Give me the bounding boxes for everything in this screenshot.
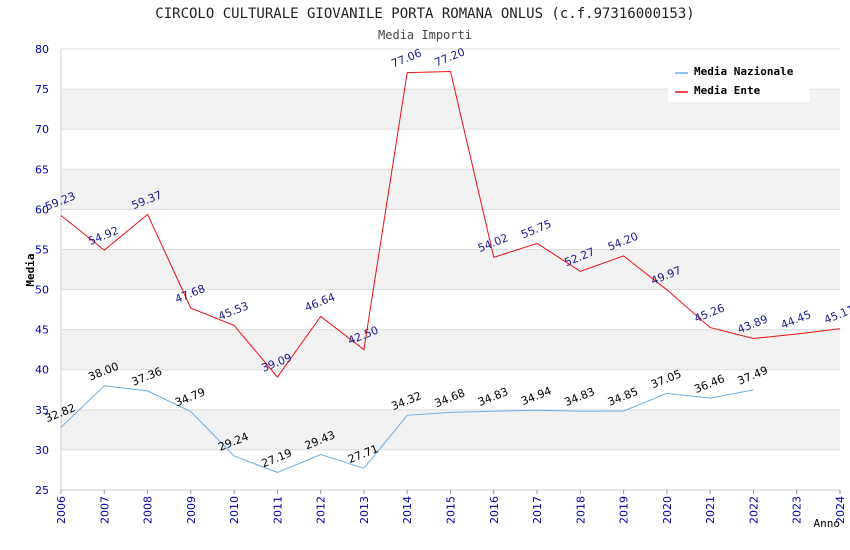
x-tick-label: 2019	[618, 496, 631, 524]
data-label: 44.45	[779, 308, 813, 332]
legend-label-media-nazionale: Media Nazionale	[694, 65, 794, 78]
x-tick-label: 2017	[531, 496, 544, 524]
x-tick-label: 2012	[315, 496, 328, 524]
y-tick-label: 70	[35, 123, 49, 136]
data-label: 34.68	[433, 386, 467, 410]
series-line-media-ente	[60, 70, 841, 378]
data-label: 34.85	[606, 385, 640, 409]
y-tick-label: 80	[35, 43, 49, 56]
grid-lines	[61, 48, 840, 491]
series-line-media-nazionale	[60, 385, 754, 473]
chart-title: CIRCOLO CULTURALE GIOVANILE PORTA ROMANA…	[155, 6, 694, 22]
y-tick-label: 55	[35, 243, 49, 256]
legend-label-media-ente: Media Ente	[694, 84, 761, 97]
series-lines	[60, 70, 841, 473]
data-label: 55.75	[519, 217, 553, 241]
plot-band	[61, 249, 840, 290]
y-tick-label: 50	[35, 284, 49, 297]
x-tick-label: 2014	[401, 496, 414, 524]
y-axis-title: Media	[24, 253, 37, 286]
y-tick-label: 30	[35, 444, 49, 457]
y-tick-label: 35	[35, 404, 49, 417]
x-axis-title: Anno	[814, 517, 841, 530]
plot-band	[61, 329, 840, 370]
y-tick-label: 65	[35, 163, 49, 176]
data-label: 45.26	[692, 301, 726, 325]
y-tick-label: 45	[35, 324, 49, 337]
x-tick-label: 2022	[747, 496, 760, 524]
x-tick-label: 2006	[55, 496, 68, 524]
x-tick-label: 2011	[271, 496, 284, 524]
data-label: 34.79	[173, 385, 207, 409]
x-axis: 2006 2007 2008 2009 2010 2011 2012 2013 2014 2015…	[55, 489, 847, 524]
y-tick-label: 40	[35, 364, 49, 377]
data-label: 34.83	[476, 385, 510, 409]
x-tick-label: 2010	[228, 496, 241, 524]
data-label: 54.92	[87, 224, 121, 248]
x-tick-label: 2007	[98, 496, 111, 524]
x-tick-label: 2021	[704, 496, 717, 524]
data-label: 46.64	[303, 290, 337, 314]
x-tick-label: 2009	[185, 496, 198, 524]
x-tick-label: 2018	[574, 496, 587, 524]
data-label: 45.11	[822, 303, 850, 327]
data-label: 37.05	[649, 367, 683, 391]
data-label: 36.46	[692, 372, 726, 396]
x-tick-label: 2015	[445, 496, 458, 524]
chart-subtitle: Media Importi	[378, 28, 472, 42]
x-tick-label: 2013	[358, 496, 371, 524]
plot-bands	[61, 89, 840, 450]
y-tick-label: 75	[35, 83, 49, 96]
y-tick-label: 60	[35, 203, 49, 216]
y-tick-label: 25	[35, 484, 49, 497]
plot-band	[61, 169, 840, 210]
legend: Media Nazionale Media Ente	[668, 60, 810, 102]
data-label: 34.94	[519, 384, 553, 408]
plot-band	[61, 409, 840, 450]
legend-background	[668, 60, 810, 102]
data-label: 34.83	[563, 385, 597, 409]
data-label: 77.06	[389, 47, 423, 71]
x-tick-label: 2008	[142, 496, 155, 524]
y-axis: 25 30 35 40 45 50 55 60 65 70 75 80	[35, 43, 62, 497]
data-label: 45.53	[216, 299, 250, 323]
x-tick-label: 2016	[488, 496, 501, 524]
x-tick-label: 2020	[661, 496, 674, 524]
x-tick-label: 2024	[834, 496, 847, 524]
x-tick-label: 2023	[791, 496, 804, 524]
